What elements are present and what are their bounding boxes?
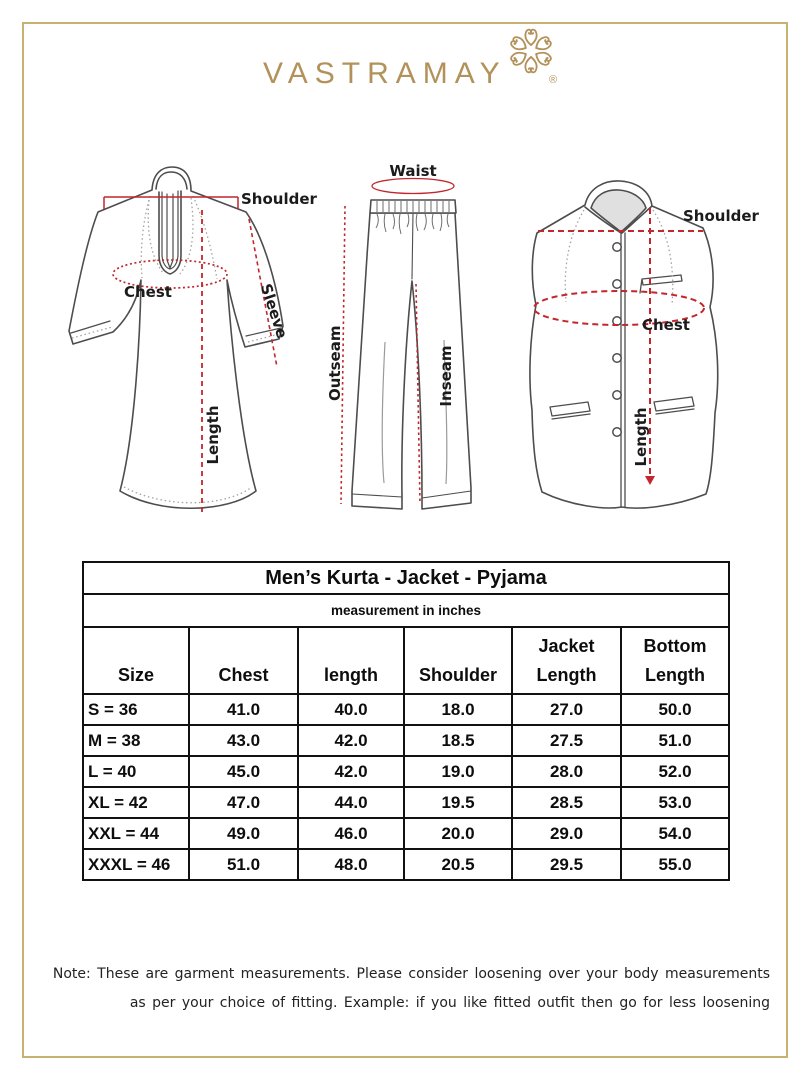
table-cell: 53.0 [620,786,730,819]
table-cell: 19.0 [403,755,513,788]
pyjama-measure-lines [340,177,455,505]
pyjama-waist-label: Waist [389,162,437,180]
column-header-size: Size [82,626,190,695]
column-header-chest: Chest [188,626,299,695]
measurement-note: Note: These are garment measurements. Pl… [40,960,770,1018]
table-row: M = 38 43.0 42.0 18.5 27.5 51.0 [82,724,730,757]
table-row: L = 40 45.0 42.0 19.0 28.0 52.0 [82,755,730,788]
table-cell: 19.5 [403,786,513,819]
table-cell: 55.0 [620,848,730,881]
kurta-figure: Shoulder Chest Sleeve Length [60,140,320,535]
table-cell: 41.0 [188,693,299,726]
size-label: S = 36 [82,693,190,726]
table-cell: 45.0 [188,755,299,788]
table-title: Men’s Kurta - Jacket - Pyjama [82,561,730,595]
jacket-measure-lines [533,208,705,485]
size-label: M = 38 [82,724,190,757]
table-cell: 48.0 [297,848,405,881]
kurta-length-label: Length [204,405,222,465]
table-cell: 27.0 [511,693,622,726]
table-cell: 50.0 [620,693,730,726]
jacket-buttons [612,242,622,437]
size-label: XXL = 44 [82,817,190,850]
table-cell: 40.0 [297,693,405,726]
column-header-bottom-length: Bottom Length [620,626,730,695]
kurta-outline [68,166,284,510]
table-cell: 44.0 [297,786,405,819]
table-cell: 51.0 [620,724,730,757]
size-table: Men’s Kurta - Jacket - Pyjama measuremen… [82,561,730,881]
pyjama-inseam-label: Inseam [437,345,455,407]
size-label: XL = 42 [82,786,190,819]
note-line-2: as per your choice of fitting. Example: … [129,995,770,1011]
table-row: XXXL = 46 51.0 48.0 20.5 29.5 55.0 [82,848,730,881]
pyjama-drawing [340,177,472,510]
table-cell: 28.5 [511,786,622,819]
kurta-measure-lines [103,196,278,513]
table-cell: 42.0 [297,724,405,757]
size-label: L = 40 [82,755,190,788]
table-row: XL = 42 47.0 44.0 19.5 28.5 53.0 [82,786,730,819]
table-cell: 20.0 [403,817,513,850]
pyjama-outseam-label: Outseam [326,325,344,401]
column-header-shoulder: Shoulder [403,626,513,695]
table-header-row: Size Chest length Shoulder Jacket Length… [82,626,730,695]
table-cell: 49.0 [188,817,299,850]
kurta-shoulder-label: Shoulder [241,190,317,208]
jacket-length-label: Length [632,407,650,467]
table-cell: 51.0 [188,848,299,881]
column-header-length: length [297,626,405,695]
table-cell: 18.0 [403,693,513,726]
table-cell: 47.0 [188,786,299,819]
kurta-drawing [68,166,284,513]
table-cell: 20.5 [403,848,513,881]
table-cell: 29.0 [511,817,622,850]
table-subtitle: measurement in inches [82,593,730,628]
brand-emblem-icon [510,28,552,74]
gold-frame [22,22,788,1058]
column-header-jacket-length: Jacket Length [511,626,622,695]
table-cell: 43.0 [188,724,299,757]
registered-mark: ® [549,74,558,86]
size-label: XXXL = 46 [82,848,190,881]
table-cell: 54.0 [620,817,730,850]
table-row: XXL = 44 49.0 46.0 20.0 29.0 54.0 [82,817,730,850]
table-cell: 42.0 [297,755,405,788]
table-cell: 18.5 [403,724,513,757]
brand-logo: VASTRAMAY [263,57,507,90]
note-line-1: Note: These are garment measurements. Pl… [52,966,770,982]
table-cell: 27.5 [511,724,622,757]
table-cell: 28.0 [511,755,622,788]
table-cell: 52.0 [620,755,730,788]
jacket-chest-label: Chest [642,316,690,334]
jacket-figure: Shoulder Chest Length [505,155,790,530]
table-cell: 29.5 [511,848,622,881]
kurta-chest-label: Chest [124,283,172,301]
jacket-shoulder-label: Shoulder [683,207,759,225]
table-row: S = 36 41.0 40.0 18.0 27.0 50.0 [82,693,730,726]
table-cell: 46.0 [297,817,405,850]
jacket-drawing [529,180,719,509]
pyjama-figure: Waist Outseam Inseam [305,150,515,530]
